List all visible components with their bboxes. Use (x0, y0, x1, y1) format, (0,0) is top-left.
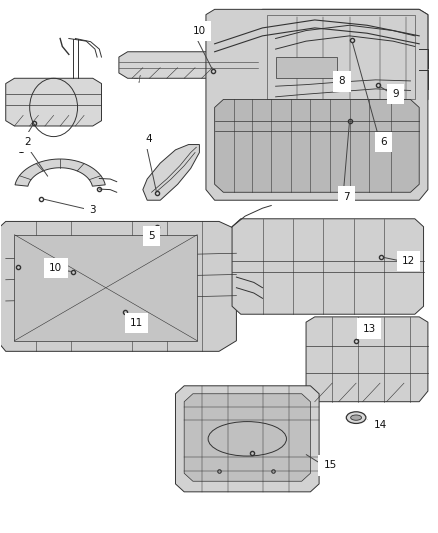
Polygon shape (176, 386, 319, 492)
Polygon shape (0, 221, 237, 351)
Polygon shape (143, 144, 199, 200)
Text: 3: 3 (89, 205, 96, 215)
Ellipse shape (346, 412, 366, 423)
Polygon shape (232, 219, 424, 314)
Polygon shape (184, 394, 311, 481)
Text: 7: 7 (343, 191, 350, 201)
Text: 1: 1 (18, 145, 25, 155)
Text: ~∫: ~∫ (132, 76, 141, 83)
Text: 10: 10 (193, 26, 206, 36)
Text: 5: 5 (148, 231, 155, 241)
Bar (14, 235, 197, 341)
Polygon shape (206, 10, 428, 200)
Text: 9: 9 (392, 89, 399, 99)
FancyBboxPatch shape (276, 57, 336, 78)
Ellipse shape (351, 415, 361, 420)
Text: 2: 2 (24, 137, 31, 147)
Text: 4: 4 (145, 134, 152, 144)
Text: 6: 6 (380, 137, 387, 147)
Text: 11: 11 (130, 318, 143, 328)
Polygon shape (254, 10, 428, 108)
Text: 15: 15 (323, 461, 337, 470)
Polygon shape (6, 78, 102, 126)
Text: 14: 14 (374, 419, 387, 430)
Text: 8: 8 (339, 76, 345, 86)
Polygon shape (215, 100, 419, 192)
Text: 13: 13 (363, 324, 376, 334)
Text: 12: 12 (402, 256, 415, 266)
Polygon shape (119, 52, 258, 78)
Polygon shape (15, 159, 105, 186)
Text: 10: 10 (49, 263, 62, 273)
Polygon shape (306, 317, 428, 402)
